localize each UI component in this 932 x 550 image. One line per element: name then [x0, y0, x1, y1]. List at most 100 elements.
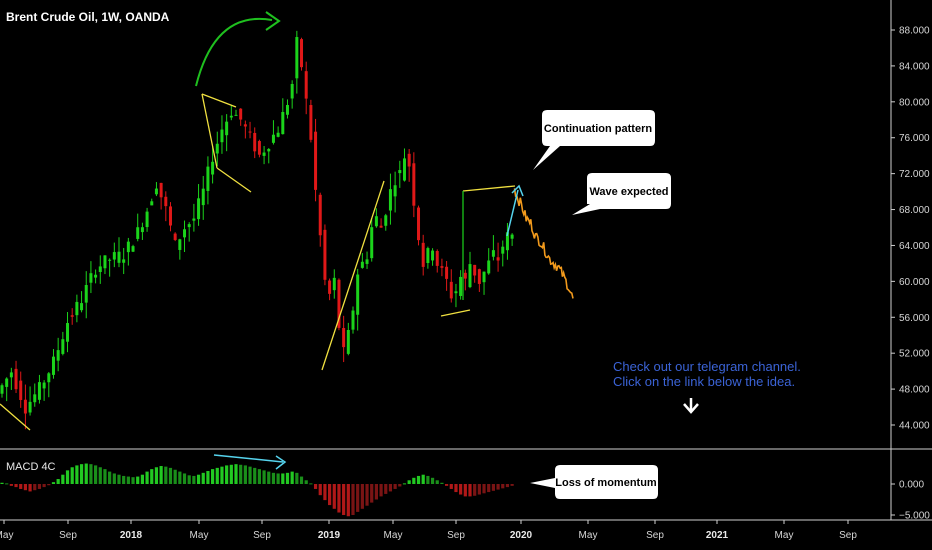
macd-bar — [112, 473, 116, 484]
candle — [426, 246, 430, 269]
macd-bar — [220, 466, 224, 484]
chart-title: Brent Crude Oil, 1W, OANDA — [6, 10, 170, 24]
candle — [248, 121, 252, 139]
candle — [300, 37, 304, 71]
cyan-macd-arrowhead — [275, 455, 287, 470]
macd-bar — [253, 467, 257, 484]
candle — [295, 30, 299, 94]
macd-bar — [257, 469, 261, 484]
callout-wave-text: Wave expected — [589, 186, 668, 198]
macd-bar — [98, 467, 102, 484]
rally-arc-arrow — [195, 17, 273, 87]
candle — [417, 205, 421, 246]
macd-bar — [42, 484, 46, 488]
candle — [126, 237, 130, 266]
macd-bar — [122, 475, 126, 484]
macd-bar — [487, 484, 491, 493]
time-tick-label: Sep — [646, 530, 664, 541]
candle — [440, 258, 444, 277]
telegram-note-line2: Click on the link below the idea. — [613, 374, 795, 389]
flag-left-line — [201, 93, 218, 169]
macd-bar — [117, 474, 121, 484]
macd-bar — [281, 473, 285, 484]
callout-momentum: Loss of momentum — [530, 465, 658, 499]
time-tick-label: 2018 — [120, 530, 143, 541]
candle — [510, 233, 514, 246]
price-tick-label: 52.000 — [899, 349, 930, 360]
macd-bar — [360, 484, 364, 509]
macd-bar — [196, 474, 201, 484]
macd-bar — [267, 471, 271, 484]
candle — [328, 278, 332, 301]
candle — [9, 367, 13, 390]
candle — [178, 238, 182, 260]
macd-bar — [454, 484, 458, 493]
candle — [23, 384, 27, 430]
macd-bar — [299, 476, 304, 484]
price-tick-label: 60.000 — [899, 277, 930, 288]
candle — [370, 217, 374, 262]
time-tick-label: May — [190, 530, 209, 541]
candle — [388, 173, 392, 225]
cyan-macd-arrow — [213, 454, 284, 463]
macd-bar — [463, 484, 467, 497]
candle — [47, 372, 51, 398]
candle — [482, 271, 486, 295]
candle — [285, 99, 289, 119]
candle — [19, 371, 23, 408]
macd-bar — [496, 484, 500, 490]
macd-bar — [234, 464, 238, 484]
macd-bar — [9, 484, 13, 486]
candle — [421, 234, 425, 276]
macd-bar — [318, 484, 322, 496]
candle — [103, 255, 107, 275]
candle — [122, 247, 126, 275]
callout-momentum-text: Loss of momentum — [555, 477, 657, 489]
telegram-note-line1: Check out our telegram channel. — [613, 359, 801, 374]
macd-bar — [309, 483, 313, 485]
macd-bar — [211, 469, 215, 484]
pattern-lines — [0, 93, 516, 431]
candles-group — [0, 30, 514, 430]
candle — [445, 261, 449, 291]
time-tick-label: May — [775, 530, 794, 541]
candle — [449, 269, 453, 303]
candle — [356, 268, 360, 331]
macd-bar — [262, 470, 266, 484]
macd-bar — [14, 484, 18, 488]
flag-lower-line — [216, 167, 252, 193]
macd-bar — [505, 484, 510, 488]
candle — [379, 218, 383, 228]
candle — [187, 222, 191, 242]
candle — [309, 99, 313, 143]
candle — [477, 268, 481, 292]
candle — [94, 269, 98, 284]
macd-bar — [342, 484, 346, 515]
macd-bar — [0, 482, 4, 484]
macd-bar — [150, 469, 154, 484]
macd-bar — [103, 469, 107, 484]
macd-bar — [33, 484, 37, 491]
macd-bar — [47, 484, 51, 486]
forecast-group — [513, 188, 574, 299]
macd-bar — [243, 465, 247, 484]
flag-upper-line — [201, 93, 237, 108]
macd-bar — [468, 484, 472, 497]
price-tick-label: 84.000 — [899, 61, 930, 72]
candle — [201, 175, 205, 220]
macd-bar — [351, 484, 355, 515]
macd-bar — [182, 473, 187, 484]
candle — [487, 248, 491, 275]
candle — [66, 312, 70, 353]
candle — [431, 248, 435, 266]
candle — [257, 139, 261, 158]
candle — [136, 213, 140, 242]
macd-bar — [271, 472, 276, 484]
macd-bar — [206, 470, 210, 484]
candle — [393, 171, 397, 213]
callout-continuation-text: Continuation pattern — [544, 123, 652, 135]
macd-bar — [379, 484, 383, 497]
candle — [463, 269, 467, 291]
candle — [150, 198, 154, 206]
